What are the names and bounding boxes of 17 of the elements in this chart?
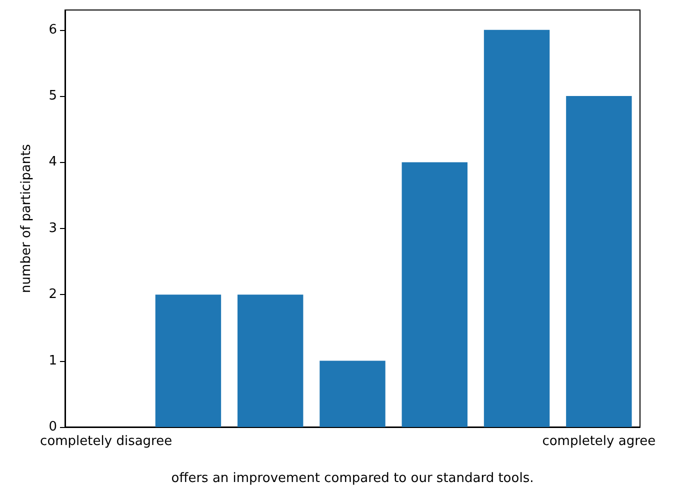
- bar: [566, 96, 632, 427]
- y-tick-label: 3: [48, 220, 57, 236]
- y-axis-title: number of participants: [19, 144, 34, 293]
- x-tick-label: completely agree: [542, 434, 656, 449]
- x-axis-title: offers an improvement compared to our standard tools.: [171, 471, 534, 486]
- y-tick-label: 2: [48, 287, 57, 302]
- y-tick-label: 0: [48, 420, 57, 434]
- bar: [320, 360, 386, 427]
- bar: [155, 294, 222, 427]
- x-tick-label: completely disagree: [40, 434, 172, 449]
- y-tick-label: 4: [48, 154, 57, 170]
- y-tick-label: 1: [48, 353, 57, 368]
- y-tick-label: 5: [48, 88, 57, 104]
- bar: [238, 294, 304, 427]
- bar: [484, 30, 550, 427]
- y-tick-label: 6: [48, 22, 57, 38]
- bar: [402, 162, 468, 427]
